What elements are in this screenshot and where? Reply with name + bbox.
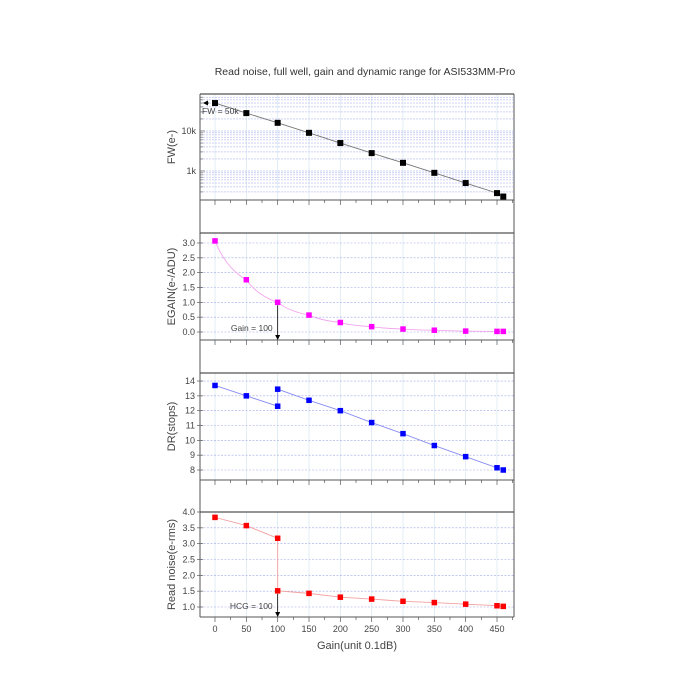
data-point xyxy=(212,100,218,107)
data-point xyxy=(243,110,250,117)
data-point xyxy=(274,386,281,392)
data-point xyxy=(368,419,375,426)
hcg-annotation: HCG = 100 xyxy=(230,601,273,611)
data-point xyxy=(431,599,438,606)
x-tick-label: 50 xyxy=(241,624,251,634)
data-point xyxy=(212,238,218,244)
y-tick-label: 2.5 xyxy=(182,554,195,564)
data-point xyxy=(306,590,312,597)
data-point xyxy=(400,430,406,437)
x-tick-label: 300 xyxy=(395,624,410,634)
fw-annotation: FW = 50k xyxy=(202,106,239,116)
y-tick-label: 1.0 xyxy=(182,297,195,307)
chart-title: Read noise, full well, gain and dynamic … xyxy=(214,66,516,78)
data-point xyxy=(274,588,281,594)
y-tick-label: 8 xyxy=(190,465,195,475)
y-tick-label: 10k xyxy=(181,126,196,136)
x-tick-label: 100 xyxy=(270,624,285,634)
data-point xyxy=(337,594,344,600)
y-tick-label: 1.5 xyxy=(182,282,195,292)
x-axis-title: Gain(unit 0.1dB) xyxy=(317,640,397,652)
data-point xyxy=(400,159,406,166)
x-tick-label: 400 xyxy=(458,624,473,634)
y-tick-label: 4.0 xyxy=(182,507,195,517)
data-point xyxy=(274,119,281,126)
y-tick-label: 9 xyxy=(190,450,195,460)
data-point xyxy=(462,180,469,187)
y-tick-label: 3.0 xyxy=(182,238,195,248)
data-point xyxy=(431,169,438,176)
data-point xyxy=(462,601,469,607)
y-tick-label: 3.5 xyxy=(182,523,195,533)
data-point xyxy=(494,602,500,609)
data-point xyxy=(306,129,312,136)
egain-panel: 0.0 0.5 1.0 1.5 2.0 2.5 3.0 EGAIN(e-/ADU) xyxy=(166,232,514,345)
data-point xyxy=(400,598,406,605)
data-point xyxy=(337,319,344,326)
data-point xyxy=(500,603,507,610)
data-point xyxy=(368,323,375,330)
x-tick-label: 200 xyxy=(333,624,348,634)
rn-panel: 1.0 1.5 2.0 2.5 3.0 3.5 4.0 Read noise(e-rms) xyxy=(166,507,514,622)
data-point xyxy=(337,140,344,147)
data-point xyxy=(431,442,438,449)
y-tick-label: 0.0 xyxy=(182,327,195,337)
data-point xyxy=(368,150,375,157)
data-point xyxy=(462,453,469,460)
y-tick-label: 10 xyxy=(185,435,195,445)
data-point xyxy=(500,467,507,473)
dr-panel: 8 9 10 11 12 13 14 DR(stops) xyxy=(166,372,514,485)
y-tick-label: 1k xyxy=(186,166,196,176)
x-tick-label: 0 xyxy=(212,624,217,634)
rn-y-axis-title: Read noise(e-rms) xyxy=(166,519,178,610)
y-tick-label: 13 xyxy=(185,391,195,401)
y-tick-label: 1.5 xyxy=(182,586,195,596)
y-tick-label: 11 xyxy=(186,421,195,431)
y-tick-label: 14 xyxy=(185,376,195,386)
data-point xyxy=(274,299,281,306)
y-tick-label: 0.5 xyxy=(182,312,195,322)
fw-y-axis-title: FW(e-) xyxy=(166,130,178,164)
data-point xyxy=(243,277,250,283)
data-point xyxy=(500,328,507,335)
y-tick-label: 1.0 xyxy=(182,602,195,612)
data-point xyxy=(243,393,250,399)
data-point xyxy=(400,326,406,332)
x-tick-label: 350 xyxy=(427,624,442,634)
y-tick-label: 2.0 xyxy=(182,268,195,278)
data-point xyxy=(462,328,469,334)
data-point xyxy=(500,193,507,200)
data-point xyxy=(212,382,218,389)
data-point xyxy=(494,190,500,197)
data-point xyxy=(494,465,500,471)
data-point xyxy=(212,514,218,521)
gain-annotation: Gain = 100 xyxy=(231,323,273,333)
data-point xyxy=(368,596,375,602)
x-tick-label: 250 xyxy=(364,624,379,634)
data-point xyxy=(274,535,281,542)
x-tick-label: 450 xyxy=(489,624,504,634)
data-point xyxy=(243,522,250,529)
y-tick-label: 2.0 xyxy=(182,570,195,580)
y-tick-label: 3.0 xyxy=(182,539,195,549)
data-point xyxy=(274,403,281,409)
x-tick-label: 150 xyxy=(301,624,316,634)
data-point xyxy=(494,328,500,335)
data-point xyxy=(431,327,438,333)
data-point xyxy=(306,397,312,404)
dr-y-axis-title: DR(stops) xyxy=(166,402,178,452)
egain-y-axis-title: EGAIN(e-/ADU) xyxy=(166,248,178,326)
data-point xyxy=(337,407,344,414)
y-tick-label: 12 xyxy=(185,406,195,416)
data-point xyxy=(306,312,312,318)
y-tick-label: 2.5 xyxy=(182,253,195,263)
